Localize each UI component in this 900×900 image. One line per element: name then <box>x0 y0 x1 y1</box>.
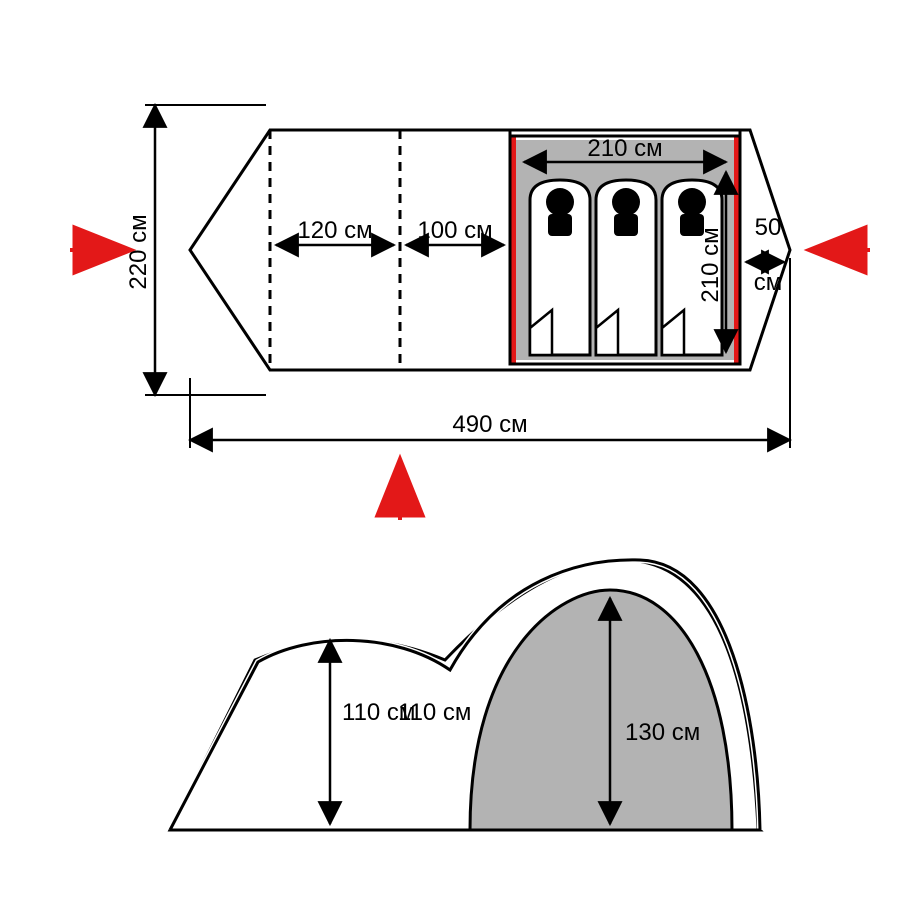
sleeping-bags <box>530 180 722 355</box>
dim-210w: 210 см <box>587 135 662 162</box>
dim-130: 130 см <box>625 719 700 746</box>
dim-100: 100 см <box>417 217 492 244</box>
dim-490: 490 см <box>452 411 527 438</box>
dim-110-lbl: 110 см <box>342 699 415 726</box>
dim-120: 120 см <box>297 217 372 244</box>
tent-dimension-diagram: 210 см 210 см 120 см 100 см 50 см 220 см… <box>0 0 900 900</box>
side-view: 110 см 130 см 110 см <box>170 560 760 830</box>
top-view: 210 см 210 см 120 см 100 см 50 см 220 см… <box>70 105 870 520</box>
dim-50-a: 50 <box>755 214 782 241</box>
dim-50-b: см <box>754 269 783 296</box>
dim-210h: 210 см <box>697 227 724 302</box>
inner-dome <box>470 590 732 830</box>
